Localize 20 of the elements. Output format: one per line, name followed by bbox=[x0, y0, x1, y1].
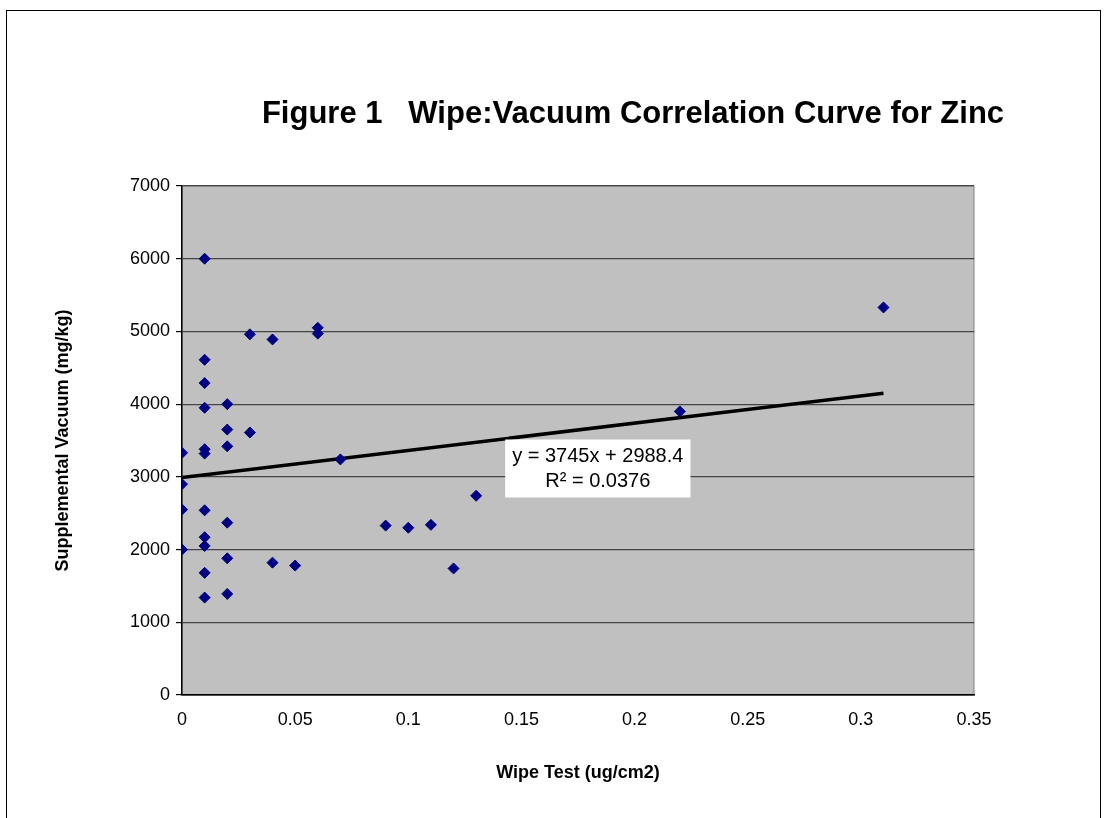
y-tick-label: 0 bbox=[159, 683, 170, 704]
x-axis-title: Wipe Test (ug/cm2) bbox=[496, 762, 660, 783]
chart-title: Figure 1 Wipe:Vacuum Correlation Curve for Zinc bbox=[260, 94, 1006, 132]
x-tick-label: 0.3 bbox=[848, 708, 874, 729]
y-axis-title: Supplemental Vacuum (mg/kg) bbox=[51, 309, 72, 572]
x-tick-label: 0.35 bbox=[956, 708, 992, 729]
x-tick-label: 0.15 bbox=[503, 708, 539, 729]
y-tick-label: 2000 bbox=[129, 538, 170, 559]
y-tick-label: 1000 bbox=[129, 611, 170, 632]
y-tick-label: 4000 bbox=[129, 393, 170, 414]
x-tick-label: 0.25 bbox=[730, 708, 766, 729]
x-tick-label: 0.1 bbox=[395, 708, 421, 729]
annotation: y = 3745x + 2988.4 R² = 0.0376 bbox=[512, 443, 684, 491]
y-tick-label: 7000 bbox=[129, 174, 170, 195]
y-tick-label: 3000 bbox=[129, 465, 170, 486]
x-tick-label: 0.2 bbox=[622, 708, 648, 729]
x-tick-label: 0.05 bbox=[277, 708, 313, 729]
y-tick-label: 6000 bbox=[129, 247, 170, 268]
x-tick-label: 0 bbox=[176, 708, 188, 729]
y-tick-label: 5000 bbox=[129, 320, 170, 341]
